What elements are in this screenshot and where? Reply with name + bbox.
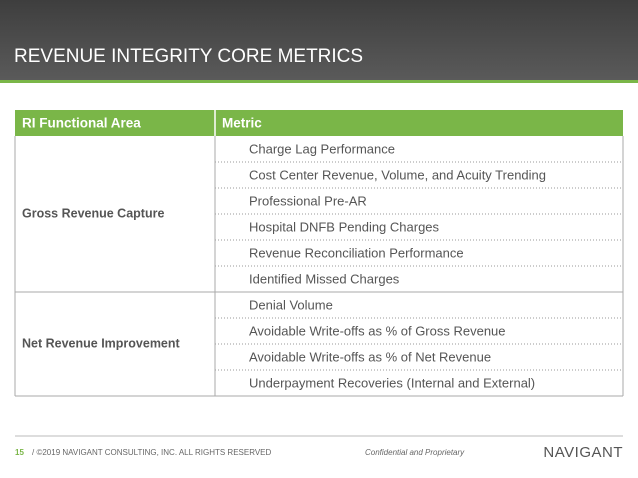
metric-label: Denial Volume xyxy=(249,297,333,312)
page-number: 15 xyxy=(15,448,24,457)
logo: NAVIGANT xyxy=(543,444,623,461)
metric-label: Identified Missed Charges xyxy=(249,271,400,286)
metric-label: Underpayment Recoveries (Internal and Ex… xyxy=(249,375,535,390)
column-header: RI Functional Area xyxy=(22,116,141,131)
metric-label: Hospital DNFB Pending Charges xyxy=(249,219,440,234)
header-accent xyxy=(0,80,638,83)
area-label: Net Revenue Improvement xyxy=(22,336,181,350)
area-label: Gross Revenue Capture xyxy=(22,206,164,220)
metric-label: Revenue Reconciliation Performance xyxy=(249,245,464,260)
metric-label: Professional Pre-AR xyxy=(249,193,367,208)
metric-label: Cost Center Revenue, Volume, and Acuity … xyxy=(249,167,546,182)
metric-label: Avoidable Write-offs as % of Net Revenue xyxy=(249,349,491,364)
confidential-note: Confidential and Proprietary xyxy=(365,448,465,457)
copyright: / ©2019 NAVIGANT CONSULTING, INC. ALL RI… xyxy=(32,448,272,457)
header-band xyxy=(0,0,638,80)
metrics-table: RI Functional Area Metric Gross Revenue Ca… xyxy=(14,110,624,397)
header-row xyxy=(15,110,623,136)
column-header: Metric xyxy=(222,116,262,131)
metric-label: Avoidable Write-offs as % of Gross Reven… xyxy=(249,323,506,338)
slide-title: REVENUE INTEGRITY CORE METRICS xyxy=(14,46,363,67)
metric-label: Charge Lag Performance xyxy=(249,141,395,156)
